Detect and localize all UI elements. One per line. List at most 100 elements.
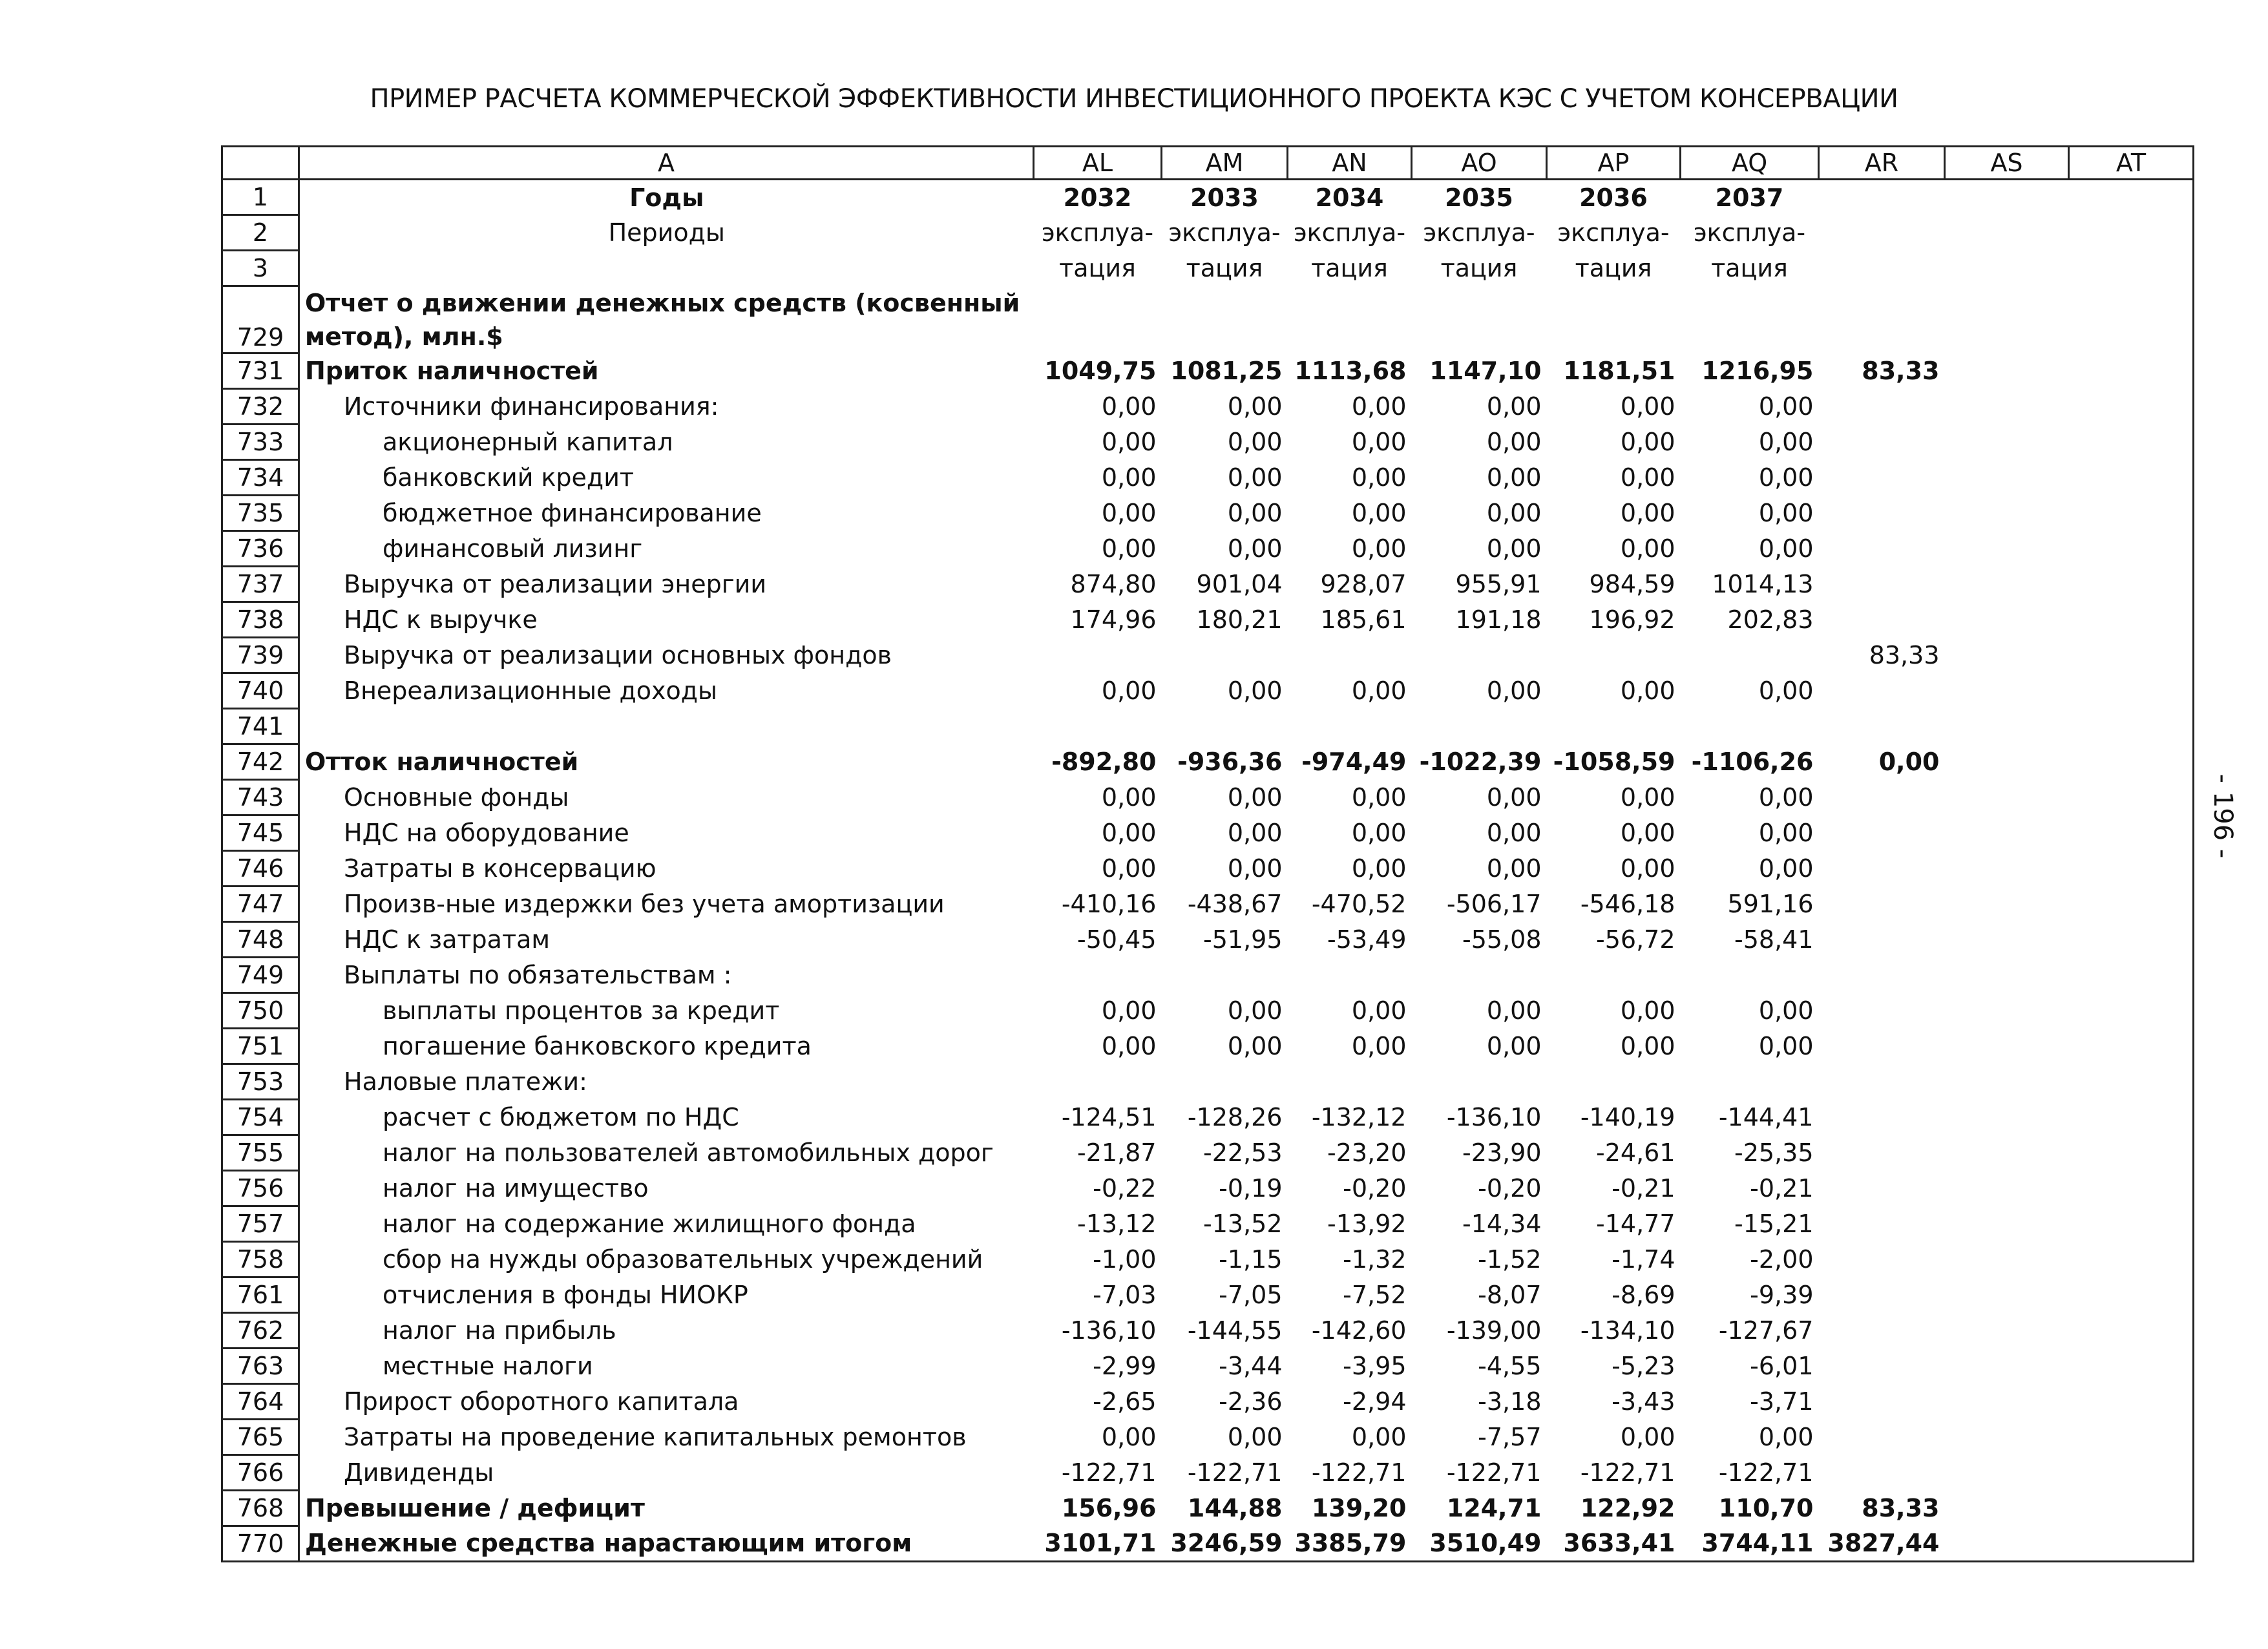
table-row: 750 выплаты процентов за кредит 0,00 0,00 0,…: [221, 992, 2194, 1029]
value-cell: 83,33: [1869, 641, 1940, 669]
value-cell: 0,00: [1227, 677, 1283, 705]
value-cell: тация: [1440, 254, 1518, 282]
row-label: сбор на нужды образовательных учреждений: [298, 1241, 1034, 1277]
value-cell: [1412, 638, 1547, 673]
empty-cell: [2069, 887, 2194, 922]
empty-cell: [1945, 1100, 2069, 1135]
value-cell: 0,00: [1620, 996, 1675, 1025]
table-row: 735 бюджетное финансирование 0,00 0,00 0,00 0…: [221, 494, 2194, 532]
value-cell: 3101,71: [1044, 1529, 1157, 1558]
value-cell: тация: [1186, 254, 1263, 282]
empty-cell: [1945, 251, 2069, 286]
value-cell: 0,00: [1101, 677, 1157, 705]
table-row: 743 Основные фонды 0,00 0,00 0,00 0,00 0,00 0,0…: [221, 779, 2194, 816]
value-cell: тация: [1711, 254, 1788, 282]
value-cell: 0,00: [1486, 534, 1542, 563]
row-number: 741: [221, 708, 300, 745]
table-row: 758 сбор на нужды образовательных учрежде…: [221, 1241, 2194, 1278]
row-label: выплаты процентов за кредит: [298, 993, 1034, 1029]
value-cell: 1049,75: [1044, 357, 1157, 385]
value-cell: 0,00: [1227, 854, 1283, 883]
corner-cell: [221, 145, 300, 180]
value-cell: -139,00: [1446, 1316, 1542, 1345]
value-cell: [1819, 815, 1945, 851]
value-cell: 2032: [1063, 183, 1132, 212]
value-cell: 0,00: [1620, 392, 1675, 421]
empty-cell: [2069, 673, 2194, 709]
value-cell: тация: [1575, 254, 1652, 282]
value-cell: 0,00: [1227, 392, 1283, 421]
empty-cell: [2069, 1526, 2194, 1562]
empty-cell: [2069, 1277, 2194, 1313]
value-cell: 1181,51: [1563, 357, 1675, 385]
table-row: 3 тация тация тация тация тация тация: [221, 249, 2194, 287]
row-label: Дивиденды: [298, 1455, 1034, 1491]
value-cell: 0,00: [1101, 428, 1157, 456]
value-cell: 144,88: [1187, 1494, 1283, 1522]
value-cell: [1288, 638, 1412, 673]
value-cell: 0,00: [1351, 534, 1407, 563]
value-cell: -9,39: [1750, 1281, 1814, 1309]
empty-cell: [1945, 567, 2069, 602]
table-row: 763 местные налоги -2,99 -3,44 -3,95 -4,55 -5,…: [221, 1347, 2194, 1385]
row-number: 735: [221, 494, 300, 532]
value-cell: 3385,79: [1294, 1529, 1407, 1558]
row-number: 732: [221, 388, 300, 425]
table-row: 742 Отток наличностей -892,80 -936,36 -974,4…: [221, 743, 2194, 781]
value-cell: 0,00: [1351, 1032, 1407, 1060]
row-number: 740: [221, 672, 300, 709]
value-cell: -53,49: [1327, 925, 1407, 954]
value-cell: -1,00: [1093, 1245, 1157, 1274]
document-title: ПРИМЕР РАСЧЕТА КОММЕРЧЕСКОЙ ЭФФЕКТИВНОСТ…: [370, 84, 1898, 114]
value-cell: 139,20: [1311, 1494, 1407, 1522]
row-number: 753: [221, 1063, 300, 1100]
row-label: Денежные средства нарастающим итогом: [298, 1526, 1034, 1562]
value-cell: -3,44: [1219, 1352, 1283, 1380]
value-cell: 2034: [1315, 183, 1384, 212]
value-cell: 3246,59: [1170, 1529, 1283, 1558]
row-label: отчисления в фонды НИОКР: [298, 1277, 1034, 1313]
value-cell: -892,80: [1051, 748, 1157, 776]
value-cell: 83,33: [1862, 1494, 1940, 1522]
value-cell: [1819, 602, 1945, 638]
row-label: Выплаты по обязательствам :: [298, 957, 1034, 993]
row-label: Отток наличностей: [298, 744, 1034, 780]
empty-cell: [1945, 1277, 2069, 1313]
table-row: 761 отчисления в фонды НИОКР -7,03 -7,05 -7,…: [221, 1276, 2194, 1314]
value-cell: 83,33: [1862, 357, 1940, 385]
value-cell: -122,71: [1580, 1458, 1675, 1487]
table-row: 747 Произв-ные издержки без учета амортиз…: [221, 885, 2194, 923]
value-cell: 174,96: [1070, 605, 1157, 634]
value-cell: 0,00: [1227, 996, 1283, 1025]
row-number: 731: [221, 352, 300, 390]
value-cell: -5,23: [1612, 1352, 1675, 1380]
row-label: Выручка от реализации энергии: [298, 566, 1034, 602]
value-cell: 0,00: [1758, 1423, 1814, 1451]
value-cell: -122,71: [1446, 1458, 1542, 1487]
value-cell: -15,21: [1734, 1210, 1814, 1238]
row-number: 737: [221, 565, 300, 603]
value-cell: -22,53: [1203, 1139, 1283, 1167]
value-cell: [1819, 1206, 1945, 1242]
value-cell: -936,36: [1177, 748, 1283, 776]
value-cell: 0,00: [1486, 819, 1542, 847]
value-cell: -0,21: [1612, 1174, 1675, 1203]
row-label: Источники финансирования:: [298, 388, 1034, 425]
table-row: 733 акционерный капитал 0,00 0,00 0,00 0,00 0,…: [221, 423, 2194, 461]
empty-cell: [2069, 1171, 2194, 1206]
row-label: [298, 250, 1034, 286]
value-cell: -1,15: [1219, 1245, 1283, 1274]
value-cell: 591,16: [1727, 890, 1814, 918]
value-cell: 0,00: [1486, 392, 1542, 421]
row-number: 768: [221, 1489, 300, 1527]
row-label: Прирост оборотного капитала: [298, 1383, 1034, 1420]
empty-cell: [1945, 851, 2069, 887]
value-cell: 3744,11: [1701, 1529, 1814, 1558]
row-label: Затраты на проведение капитальных ремонт…: [298, 1419, 1034, 1455]
value-cell: 0,00: [1758, 1032, 1814, 1060]
value-cell: -13,52: [1203, 1210, 1283, 1238]
column-header: AS: [1944, 145, 2070, 180]
value-cell: -2,00: [1750, 1245, 1814, 1274]
